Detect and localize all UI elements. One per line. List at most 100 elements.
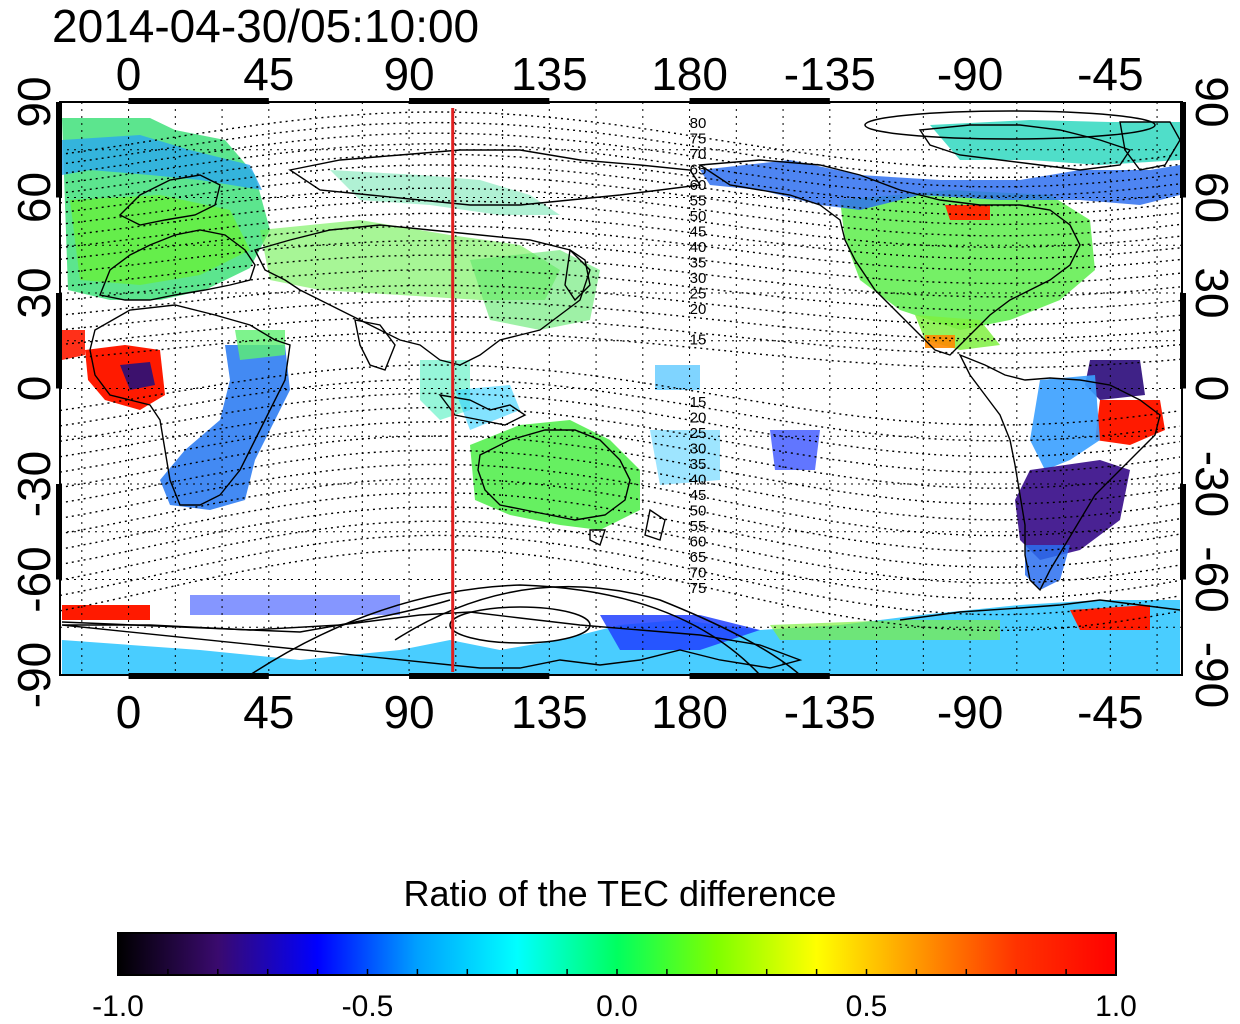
map-edge-bars [56,98,1186,679]
bottom-lon-tick: -90 [937,686,1003,738]
patch-australia [470,420,640,530]
edge-bar [1180,102,1186,198]
bottom-lon-tick: 90 [383,686,434,738]
contour-line [60,212,1181,260]
patch-pacific-1 [650,430,720,485]
contour-label: 20 [690,410,707,427]
contour-line [60,392,1181,458]
contour-label: 30 [690,441,707,458]
contour-line [60,269,1181,311]
contour-line [60,406,1181,474]
colorbar-tick-label: 0.0 [596,990,638,1023]
magnetic-latitude-contours [60,111,1181,632]
contour-line [60,331,1181,369]
patch-pacific-2 [770,430,820,470]
bottom-longitude-ticks: 0 45 90 135 180 -135 -90 -45 [116,686,1144,738]
right-lat-tick: -30 [1186,451,1238,517]
patch-europe-north [62,135,262,190]
contour-line [60,477,1181,553]
contour-label: 80 [690,115,707,132]
contour-line [60,300,1181,340]
contour-line [60,520,1181,600]
edge-bar [56,293,62,389]
top-lon-tick: -45 [1077,48,1143,100]
contour-label: 70 [690,565,707,582]
top-lon-tick: 135 [511,48,588,100]
patch-asia-north [330,170,560,215]
contour-label: 45 [690,487,707,504]
patch-south-america-mid [1030,375,1100,470]
contour-line [60,449,1181,521]
patch-east-africa-green [235,330,285,360]
colorbar [117,932,1117,976]
contour-label: 15 [690,394,707,411]
patch-north-america-northeast [930,120,1180,165]
contour-label: 60 [690,534,707,551]
map-grid [60,102,1182,675]
patch-north-america-green [840,190,1095,330]
patch-east-africa [160,345,290,510]
patch-hudson-red [945,205,990,220]
top-lon-tick: 45 [243,48,294,100]
contour-line [60,187,1181,237]
contour-label: 30 [690,270,707,287]
right-lat-tick: -90 [1186,642,1238,708]
bottom-lon-tick: 45 [243,686,294,738]
top-lon-tick: 90 [383,48,434,100]
contour-line [60,421,1181,489]
colorbar-tick-label: -1.0 [92,990,144,1023]
right-latitude-ticks: 90 60 30 0 -30 -60 -90 [1186,76,1238,708]
contour-label: 15 [690,332,707,349]
left-lat-tick: -90 [8,642,60,708]
right-lat-tick: -60 [1186,546,1238,612]
contour-label: 50 [690,503,707,520]
edge-bar [56,484,62,580]
patch-antarctic-red [1070,605,1150,630]
patch-antarctic-green [770,620,1000,640]
patch-south-america-dark-top [1085,360,1145,400]
contour-label: 45 [690,224,707,241]
contour-label: 55 [690,193,707,210]
right-lat-tick: 60 [1186,172,1238,223]
contour-line [60,378,1181,442]
solid-contours [61,110,1156,675]
contour-label: 40 [690,239,707,256]
right-lat-tick: 90 [1186,76,1238,127]
contour-label: 35 [690,255,707,272]
colorbar-tick-label: 1.0 [1095,990,1137,1023]
edge-bar [689,673,830,679]
contour-line [60,225,1181,271]
bottom-lon-tick: 180 [651,686,728,738]
bottom-lon-tick: 0 [116,686,142,738]
contour-label: 25 [690,286,707,303]
bottom-lon-tick: -45 [1077,686,1143,738]
contour-line [60,315,1181,355]
patch-antarctic-west-red [62,605,150,620]
edge-bar [409,98,550,104]
contour-line [60,239,1181,285]
colorbar-title: Ratio of the TEC difference [403,873,837,914]
left-lat-tick: -30 [8,451,60,517]
contour-label: 35 [690,456,707,473]
contour-label: 60 [690,177,707,194]
map-timestamp: 2014-04-30/05:10:00 [52,0,480,52]
top-lon-tick: -135 [784,48,876,100]
edge-bar [1180,293,1186,389]
edge-bar [56,102,62,198]
patch-gulf-guinea [62,330,85,360]
top-longitude-ticks: 0 45 90 135 180 -135 -90 -45 [116,48,1144,100]
contour-line [60,435,1181,505]
colorbar-tick-label: -0.5 [342,990,394,1023]
contour-line [60,254,1181,298]
contour-label: 70 [690,146,707,163]
contour-line [60,284,1181,326]
colorbar-ticks: -1.0 -0.5 0.0 0.5 1.0 [92,969,1137,1023]
edge-bar [1180,484,1186,580]
left-lat-tick: 60 [8,172,60,223]
patch-south-ocean-blue [190,595,400,615]
patch-se-asia [420,360,470,420]
patch-mexico-orange [925,335,955,348]
patch-north-america-blue [700,160,1180,210]
edge-bar [128,673,269,679]
edge-bar [409,673,550,679]
